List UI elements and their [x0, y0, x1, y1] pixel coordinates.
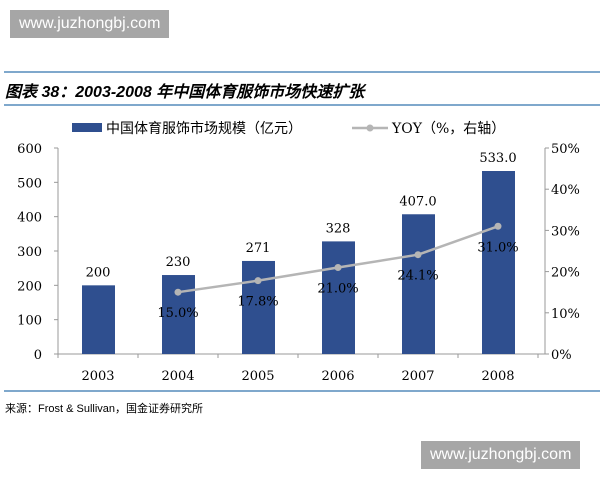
yoy-label-2005: 17.8%: [237, 295, 278, 310]
watermark-bottom: www.juzhongbj.com: [421, 441, 581, 469]
y-right-tick-label: 50%: [551, 142, 580, 157]
bar-2004: [162, 275, 195, 354]
y-left-tick-label: 100: [17, 314, 42, 329]
yoy-point-2005: [254, 277, 262, 285]
y-right-tick-label: 30%: [551, 224, 580, 239]
y-left-tick-label: 600: [17, 142, 42, 157]
yoy-point-2008: [494, 222, 502, 230]
legend-line-marker: [366, 124, 374, 132]
yoy-point-2007: [414, 251, 422, 259]
bar-2006: [322, 241, 355, 354]
bar-label-2003: 200: [86, 265, 111, 280]
legend-bar-label: 中国体育服饰市场规模（亿元）: [106, 120, 302, 137]
yoy-label-2006: 21.0%: [317, 281, 358, 296]
yoy-label-2004: 15.0%: [157, 306, 198, 321]
yoy-point-2004: [174, 288, 182, 296]
legend-bar-swatch: [72, 123, 102, 132]
bar-2008: [482, 171, 515, 354]
y-left-tick-label: 0: [34, 348, 42, 363]
bar-label-2007: 407.0: [399, 194, 436, 209]
x-tick-label: 2007: [401, 369, 434, 384]
bar-2003: [82, 285, 115, 354]
source-rule: [4, 390, 600, 392]
y-right-tick-label: 10%: [551, 307, 580, 322]
x-tick-label: 2008: [481, 369, 514, 384]
bar-label-2006: 328: [326, 221, 351, 236]
x-tick-label: 2006: [321, 369, 354, 384]
watermark-top: www.juzhongbj.com: [10, 10, 170, 38]
title-rule-top: [4, 71, 600, 73]
source-note: 来源：Frost & Sullivan，国金证券研究所: [5, 403, 204, 415]
x-tick-label: 2004: [161, 369, 194, 384]
bar-label-2004: 230: [166, 255, 191, 270]
bar-label-2005: 271: [246, 241, 271, 256]
yoy-label-2007: 24.1%: [397, 269, 438, 284]
y-left-tick-label: 400: [17, 211, 42, 226]
y-right-tick-label: 40%: [551, 183, 580, 198]
x-tick-label: 2003: [81, 369, 114, 384]
yoy-point-2006: [334, 263, 342, 271]
y-left-tick-label: 300: [17, 245, 42, 260]
y-right-tick-label: 20%: [551, 266, 580, 281]
y-right-tick-label: 0%: [551, 348, 572, 363]
chart-title: 图表 38：2003-2008 年中国体育服饰市场快速扩张: [5, 84, 365, 101]
y-left-tick-label: 200: [17, 279, 42, 294]
legend-line-label: YOY（%，右轴）: [391, 121, 505, 137]
y-left-tick-label: 500: [17, 176, 42, 191]
x-tick-label: 2005: [241, 369, 274, 384]
title-rule-bottom: [4, 104, 600, 106]
bar-label-2008: 533.0: [479, 151, 516, 166]
yoy-label-2008: 31.0%: [477, 240, 518, 255]
bar-2007: [402, 214, 435, 354]
bar-2005: [242, 260, 275, 354]
